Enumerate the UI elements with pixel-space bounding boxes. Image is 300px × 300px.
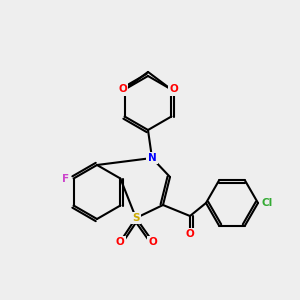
Text: O: O bbox=[116, 237, 124, 247]
Text: O: O bbox=[148, 237, 158, 247]
Text: O: O bbox=[116, 237, 124, 247]
Text: N: N bbox=[148, 153, 156, 163]
Text: O: O bbox=[186, 229, 194, 239]
Text: S: S bbox=[132, 213, 140, 223]
Text: N: N bbox=[148, 153, 156, 163]
Text: O: O bbox=[169, 85, 178, 94]
Text: O: O bbox=[118, 85, 127, 94]
Text: O: O bbox=[148, 237, 158, 247]
Text: O: O bbox=[169, 85, 178, 94]
Text: F: F bbox=[62, 173, 69, 184]
Text: F: F bbox=[62, 173, 69, 184]
Text: O: O bbox=[186, 229, 194, 239]
Text: O: O bbox=[118, 85, 127, 94]
Text: Cl: Cl bbox=[261, 198, 273, 208]
Text: Cl: Cl bbox=[261, 198, 273, 208]
Text: S: S bbox=[132, 213, 140, 223]
